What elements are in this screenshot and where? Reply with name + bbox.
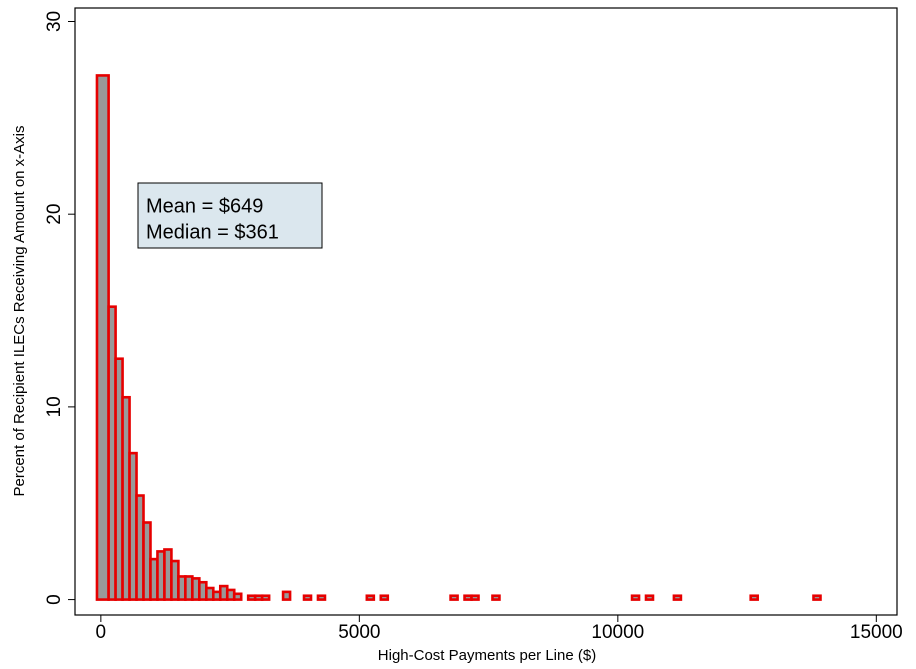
x-tick-label: 15000	[850, 622, 903, 643]
annotation: Median = $361	[146, 221, 279, 243]
bar	[316, 594, 327, 601]
bar	[281, 590, 292, 601]
bar	[449, 594, 459, 601]
bar	[95, 74, 110, 601]
bar	[232, 592, 243, 601]
bar	[379, 594, 390, 601]
x-tick-label: 0	[96, 622, 107, 643]
x-tick-label: 10000	[591, 622, 644, 643]
bar	[749, 594, 759, 601]
y-tick-label: 0	[44, 594, 65, 605]
y-tick-label: 20	[44, 204, 65, 225]
bar	[644, 594, 655, 601]
x-tick-label: 5000	[338, 622, 380, 643]
plot-frame	[74, 7, 898, 616]
bar	[302, 594, 313, 601]
y-tick-label: 10	[44, 396, 65, 417]
y-tick-label: 30	[44, 11, 65, 32]
bar	[470, 594, 480, 601]
bar	[672, 594, 683, 601]
x-axis-label: High-Cost Payments per Line ($)	[378, 647, 596, 664]
bar	[491, 594, 501, 601]
annotation-box	[137, 182, 323, 249]
bar	[812, 594, 822, 601]
bar	[365, 594, 376, 601]
bar	[630, 594, 641, 601]
bar	[260, 594, 271, 601]
y-axis-label: Percent of Recipient ILECs Receiving Amo…	[11, 125, 28, 496]
annotation: Mean = $649	[146, 195, 263, 217]
